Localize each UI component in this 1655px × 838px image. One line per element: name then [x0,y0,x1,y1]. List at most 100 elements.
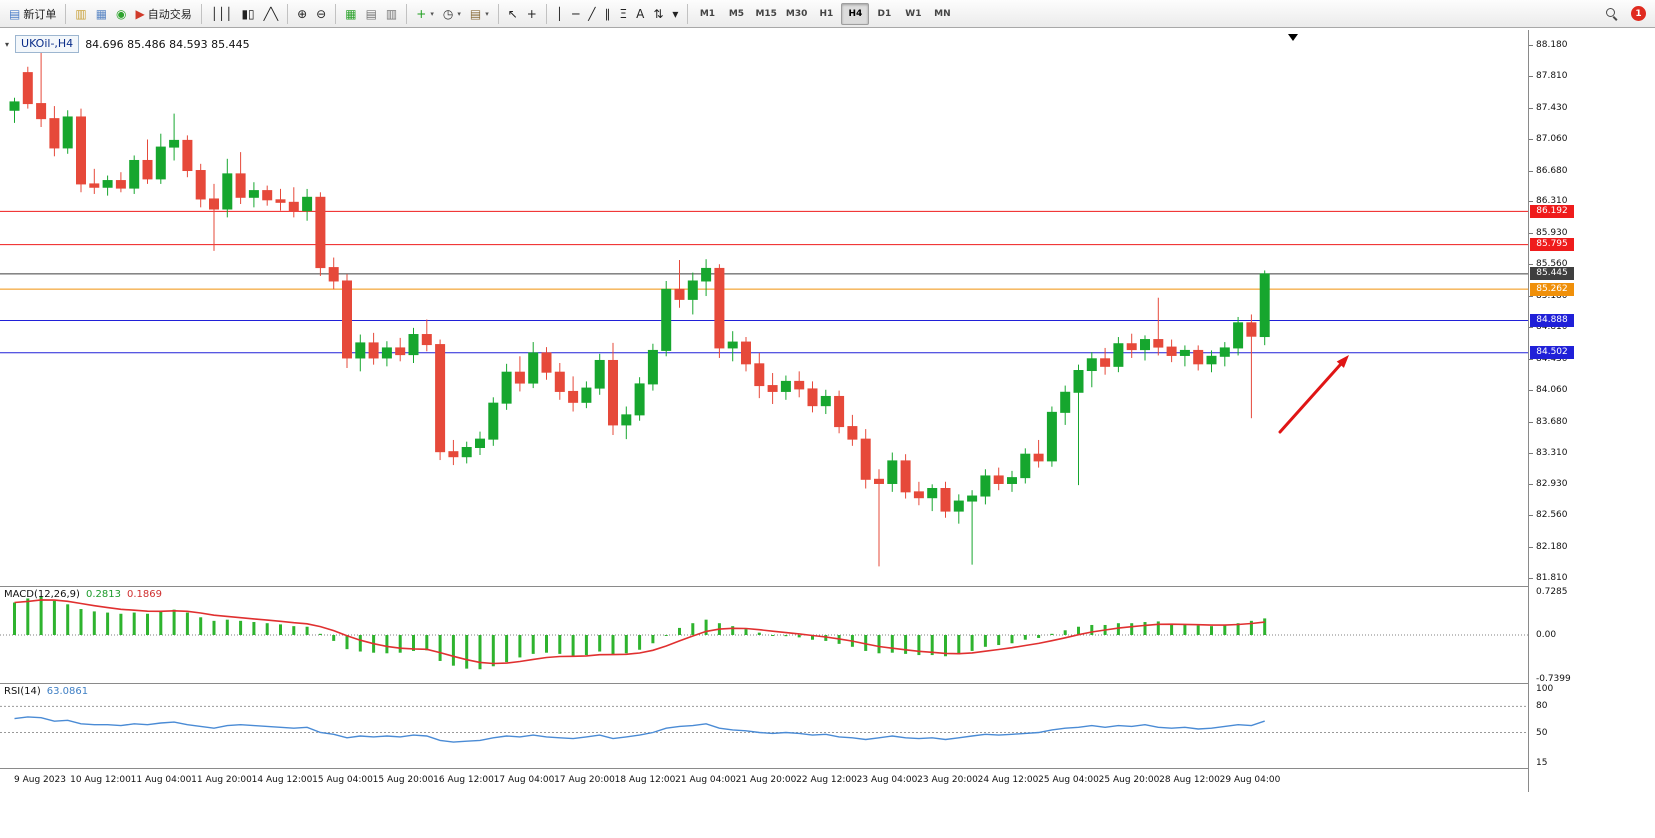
macd-signal-value: 0.1869 [126,589,162,600]
search-icon [1605,7,1618,20]
indicators-button[interactable]: + ▾ [412,3,438,25]
cascade-windows-icon: ▥ [385,6,398,21]
macd-axis-label: -0.7399 [1536,673,1571,684]
main-chart-pane[interactable]: ▾ UKOil-,H4 84.696 85.486 84.593 85.445 [0,30,1528,586]
main-chart-canvas[interactable] [0,30,1528,586]
rsi-value: 63.0861 [46,686,89,697]
axis-divider [1528,30,1529,792]
candlestick-series [9,51,1270,567]
price-tag-85.795: 85.795 [1530,238,1574,252]
timeframe-m15-button[interactable]: M15 [755,8,777,19]
chart-shift-marker[interactable] [1288,34,1298,41]
timeframe-mn-button[interactable]: MN [934,8,951,19]
equidistant-channel-icon: ∥ [604,6,611,21]
community-icon: ◉ [116,6,127,21]
price-axis-tick [1529,358,1533,360]
new-order-button[interactable]: ▤ 新订单 [5,3,60,25]
text-tool-button[interactable]: A [632,3,648,25]
price-axis-tick [1529,452,1533,454]
price-axis-label: 83.310 [1536,447,1568,458]
price-tag-85.262: 85.262 [1530,282,1574,296]
price-axis-tick [1529,75,1533,77]
arrows-tool-button[interactable]: ⇅ [649,3,667,25]
price-axis-tick [1529,264,1533,266]
price-axis[interactable]: 88.180 87.810 87.430 87.060 86.680 86.310 85.9… [1529,30,1655,792]
buy-signal-arrow[interactable] [1278,363,1342,434]
zoom-in-button[interactable]: ⊕ [293,3,311,25]
price-axis-label: 82.560 [1536,510,1568,521]
time-axis-label: 14 Aug 12:00 [251,775,313,785]
price-axis-label: 85.560 [1536,259,1568,270]
price-axis-label: 87.430 [1536,102,1568,113]
macd-axis-label: 0.00 [1536,630,1557,640]
templates-button[interactable]: ▤ ▾ [466,3,493,25]
trendline-icon: ╱ [588,6,596,21]
timeframe-m30-button[interactable]: M30 [785,8,808,19]
candlestick-chart-button[interactable]: ▮▯ [237,3,258,25]
time-axis-label: 21 Aug 20:00 [735,775,797,785]
rsi-pane[interactable]: RSI(14) 63.0861 [0,684,1528,768]
line-chart-button[interactable]: ╱╲ [260,3,282,25]
time-axis[interactable]: 9 Aug 2023 10 Aug 12:00 11 Aug 04:00 11 Aug… [0,769,1528,792]
buy-signal-arrowhead [1336,355,1349,368]
auto-trading-button-label: 自动交易 [147,7,192,21]
macd-pane[interactable]: MACD(12,26,9) 0.2813 0.1869 [0,587,1528,683]
time-axis-label: 11 Aug 04:00 [130,775,192,785]
rsi-axis-label: 15 [1536,758,1548,768]
vertical-line-button[interactable]: │ [552,3,567,25]
drawing-tools-caret[interactable]: ▾ [668,3,682,25]
price-axis-label: 85.180 [1536,291,1568,302]
arrows-tool-icon: ⇅ [653,6,664,21]
charts-button[interactable]: ▥ [71,3,90,25]
price-axis-tick [1529,389,1533,391]
one-click-toggle-icon[interactable]: ▾ [5,39,10,49]
market-watch-button[interactable]: ▦ [92,3,111,25]
zoom-out-icon: ⊖ [316,6,327,21]
pane-divider-rsi[interactable] [0,683,1655,684]
cursor-button[interactable]: ↖ [504,3,522,25]
auto-trading-button[interactable]: ▶ 自动交易 [132,3,196,25]
zoom-out-button[interactable]: ⊖ [312,3,330,25]
new-order-icon: ▤ [9,6,21,21]
price-axis-label: 82.930 [1536,479,1568,490]
pane-divider-time[interactable] [0,768,1655,769]
cascade-windows-button[interactable]: ▥ [382,3,401,25]
time-axis-label: 17 Aug 20:00 [554,775,615,785]
notification-badge[interactable]: 1 [1631,6,1646,21]
macd-signal-line [14,599,1265,665]
equidistant-channel-button[interactable]: ∥ [601,3,615,25]
periods-button[interactable]: ◷ ▾ [439,3,465,25]
toolbar-separator [200,3,202,24]
auto-arrange-button[interactable]: ▤ [362,3,381,25]
macd-canvas[interactable] [0,587,1528,683]
macd-header: MACD(12,26,9) 0.2813 0.1869 [4,589,162,600]
price-axis-label: 87.060 [1536,133,1568,144]
pane-divider-macd[interactable] [0,586,1655,587]
time-axis-label: 15 Aug 04:00 [312,775,373,785]
timeframe-h4-button[interactable]: H4 [841,2,870,25]
vertical-line-icon: │ [555,6,564,21]
timeframe-d1-button[interactable]: D1 [877,8,892,19]
timeframe-m5-button[interactable]: M5 [728,8,745,19]
price-tag-86.192: 86.192 [1530,204,1574,218]
rsi-canvas[interactable] [0,684,1528,768]
horizontal-line-button[interactable]: ─ [568,3,583,25]
bar-chart-button[interactable]: │││ [207,3,237,25]
price-axis-tick [1529,170,1533,172]
fibonacci-button[interactable]: Ξ [616,3,632,25]
search-button[interactable] [1601,3,1622,25]
ohlc-readout: 84.696 85.486 84.593 85.445 [85,37,250,51]
time-axis-label: 17 Aug 04:00 [493,775,555,785]
zoom-in-icon: ⊕ [297,6,308,21]
community-button[interactable]: ◉ [112,3,130,25]
time-axis-label: 15 Aug 20:00 [372,775,434,785]
rsi-axis-label: 80 [1536,701,1548,712]
timeframe-w1-button[interactable]: W1 [905,8,922,19]
crosshair-button[interactable]: + [523,3,541,25]
timeframe-m1-button[interactable]: M1 [699,8,716,19]
bar-chart-icon: │││ [210,6,233,21]
symbol-period-label[interactable]: UKOil-,H4 [15,35,80,53]
trendline-button[interactable]: ╱ [584,3,599,25]
tile-windows-button[interactable]: ▦ [341,3,360,25]
timeframe-h1-button[interactable]: H1 [819,8,834,19]
